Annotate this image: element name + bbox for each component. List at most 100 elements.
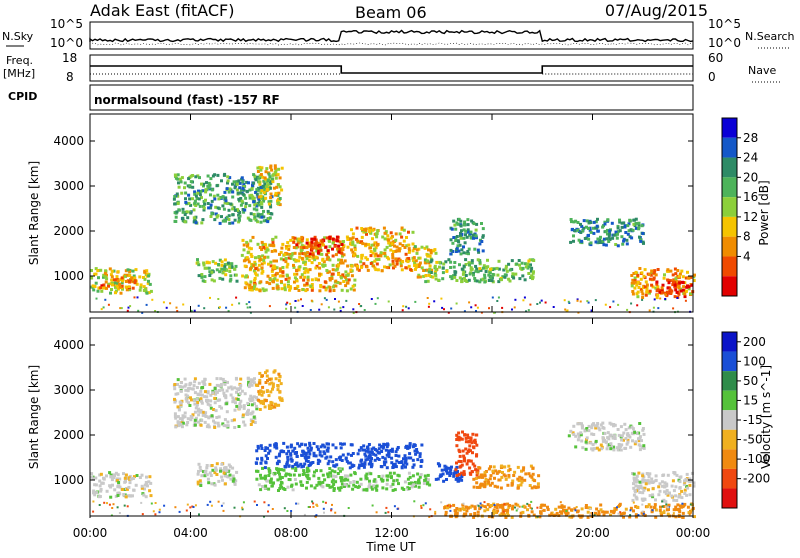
data-cell	[521, 510, 525, 514]
data-cell	[108, 471, 112, 475]
data-cell	[379, 477, 383, 481]
data-cell	[265, 280, 269, 284]
data-cell	[420, 266, 424, 270]
data-cell	[254, 256, 257, 260]
data-cell	[187, 401, 190, 405]
data-cell	[635, 479, 639, 483]
data-cell	[587, 220, 591, 224]
data-cell	[501, 508, 505, 512]
data-cell	[305, 480, 309, 484]
data-cell	[384, 448, 388, 452]
data-cell	[134, 483, 138, 487]
noise-cell	[589, 513, 592, 516]
data-cell	[93, 285, 97, 288]
data-cell	[226, 475, 230, 479]
data-cell	[458, 243, 462, 247]
data-cell	[397, 247, 401, 251]
data-cell	[448, 470, 452, 474]
data-cell	[620, 434, 624, 438]
data-cell	[479, 278, 483, 282]
data-cell	[330, 272, 334, 276]
data-cell	[200, 418, 204, 422]
data-cell	[394, 249, 398, 253]
data-cell	[452, 219, 456, 223]
noise-cell	[688, 513, 691, 516]
noise-cell	[376, 297, 379, 300]
data-cell	[639, 484, 643, 488]
noise-cell	[433, 300, 436, 303]
x-tick-label: 00:00	[73, 526, 108, 540]
data-cell	[613, 434, 616, 438]
noise-cell	[447, 311, 450, 314]
data-cell	[667, 281, 671, 285]
data-cell	[368, 483, 372, 486]
data-cell	[337, 486, 340, 490]
noise-cell	[295, 502, 298, 505]
data-cell	[635, 283, 639, 287]
data-cell	[231, 207, 235, 211]
data-cell	[213, 471, 217, 475]
data-cell	[194, 175, 198, 179]
data-cell	[196, 174, 200, 178]
data-cell	[472, 222, 476, 226]
data-cell	[466, 450, 470, 453]
data-cell	[407, 230, 410, 234]
data-cell	[217, 389, 221, 392]
data-cell	[253, 377, 256, 381]
data-cell	[324, 286, 328, 290]
data-cell	[260, 456, 264, 460]
data-cell	[468, 466, 472, 470]
data-cell	[360, 240, 364, 244]
data-cell	[634, 221, 638, 225]
data-cell	[501, 503, 505, 507]
data-cell	[658, 508, 662, 512]
noise-cell	[427, 305, 430, 308]
data-cell	[201, 386, 205, 389]
data-cell	[203, 474, 207, 478]
noise-cell	[653, 298, 656, 301]
data-cell	[315, 483, 319, 487]
data-cell	[227, 386, 231, 390]
data-cell	[417, 478, 421, 482]
data-cell	[601, 225, 605, 229]
data-cell	[649, 480, 653, 484]
data-cell	[355, 237, 359, 241]
data-cell	[305, 238, 309, 242]
data-cell	[283, 253, 287, 257]
data-cell	[349, 241, 353, 245]
data-cell	[280, 468, 284, 472]
data-cell	[246, 376, 250, 380]
data-cell	[248, 288, 252, 292]
data-cell	[206, 184, 210, 188]
data-cell	[400, 460, 404, 464]
data-cell	[107, 282, 111, 286]
data-cell	[203, 266, 207, 270]
data-cell	[594, 240, 598, 244]
data-cell	[666, 286, 670, 290]
data-cell	[467, 252, 470, 256]
data-cell	[129, 477, 133, 481]
data-cell	[391, 482, 395, 486]
noise-cell	[297, 502, 300, 505]
colorbar-tick-label: 20	[743, 170, 758, 184]
data-cell	[339, 479, 343, 483]
data-cell	[341, 261, 345, 265]
data-cell	[686, 270, 689, 274]
data-cell	[433, 270, 437, 274]
data-cell	[274, 455, 278, 459]
data-cell	[462, 228, 466, 232]
noise-cell	[479, 502, 482, 505]
data-cell	[400, 268, 404, 272]
data-cell	[418, 475, 422, 479]
data-cell	[126, 268, 130, 272]
data-cell	[427, 273, 431, 277]
data-cell	[608, 229, 612, 233]
data-cell	[230, 419, 234, 423]
noise-cell	[566, 309, 569, 312]
data-cell	[128, 494, 132, 498]
data-cell	[323, 452, 327, 456]
noise-cell	[511, 308, 513, 311]
data-cell	[530, 475, 534, 479]
data-cell	[655, 282, 659, 286]
data-cell	[483, 273, 487, 277]
